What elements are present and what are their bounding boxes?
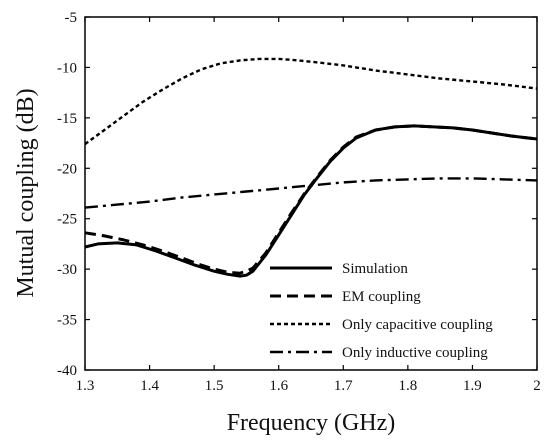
y-tick-label: -35	[57, 313, 77, 329]
y-tick-label: -40	[57, 363, 77, 379]
legend-label: Only inductive coupling	[342, 345, 488, 361]
y-tick-label: -5	[65, 10, 78, 26]
legend: Simulation EM coupling Only capacitive cou…	[270, 261, 493, 361]
x-tick-label: 1.7	[334, 378, 353, 394]
y-tick-label: -10	[57, 60, 77, 76]
series-layer	[84, 57, 538, 278]
y-tick-label: -15	[57, 111, 77, 127]
series-line-simulation	[84, 124, 538, 278]
x-axis-ticks: 1.3 1.4 1.5 1.6 1.7 1.8 1.9 2	[76, 17, 541, 394]
x-tick-label: 1.5	[205, 378, 224, 394]
y-axis-ticks: -40 -35 -30 -25 -20 -15 -10 -5	[57, 10, 537, 379]
series-line-em-coupling	[84, 124, 538, 275]
x-tick-label: 1.8	[398, 378, 417, 394]
x-tick-label: 1.4	[140, 378, 159, 394]
y-tick-label: -20	[57, 161, 77, 177]
y-tick-label: -30	[57, 262, 77, 278]
series-line-only-inductive-coupling	[84, 177, 538, 209]
x-axis-label: Frequency (GHz)	[227, 410, 396, 436]
legend-label: Only capacitive coupling	[342, 317, 493, 333]
x-tick-label: 1.6	[269, 378, 288, 394]
y-tick-label: -25	[57, 212, 77, 228]
x-tick-label: 1.3	[76, 378, 95, 394]
plot-frame	[84, 16, 538, 371]
x-tick-label: 1.9	[463, 378, 482, 394]
legend-label: EM coupling	[342, 289, 421, 305]
series-line-only-capacitive-coupling	[84, 57, 538, 146]
legend-label: Simulation	[342, 261, 408, 277]
y-axis-label: Mutual coupling (dB)	[13, 88, 39, 297]
x-tick-label: 2	[533, 378, 541, 394]
